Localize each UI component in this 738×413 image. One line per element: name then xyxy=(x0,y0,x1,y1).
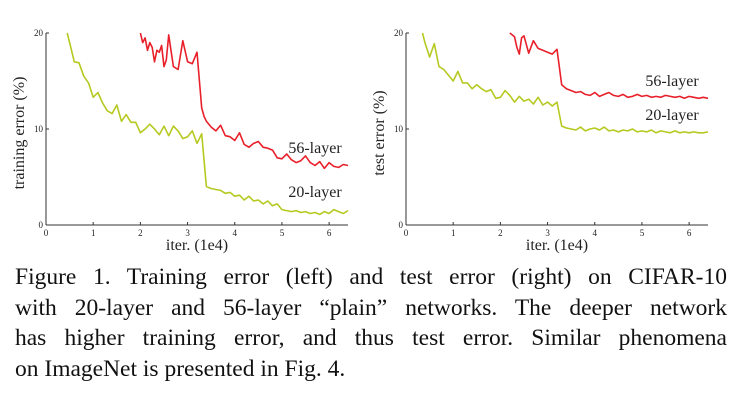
series-label-56-layer: 56-layer xyxy=(645,73,699,90)
caption-line: with 20-layer and 56-layer “plain” netwo… xyxy=(15,294,727,321)
x-tick-label: 6 xyxy=(687,228,692,238)
y-tick-label: 10 xyxy=(394,124,404,134)
figure-caption: Figure 1. Training error (left) and test… xyxy=(15,262,727,384)
series-line-20-layer xyxy=(421,32,709,134)
y-axis-label: test error (%) xyxy=(371,90,388,175)
caption-line: Figure 1. Training error (left) and test… xyxy=(15,264,727,290)
y-tick-label: 20 xyxy=(394,28,404,38)
y-tick-label: 20 xyxy=(34,28,44,38)
x-tick-label: 5 xyxy=(280,228,285,238)
series-label-20-layer: 20-layer xyxy=(288,184,342,201)
y-tick-label: 0 xyxy=(39,220,44,230)
x-tick-label: 1 xyxy=(451,228,456,238)
x-tick-label: 2 xyxy=(498,228,503,238)
y-axis-label: training error (%) xyxy=(11,77,28,190)
series-line-56-layer xyxy=(139,32,349,170)
y-tick-label: 0 xyxy=(399,220,404,230)
series-label-56-layer: 56-layer xyxy=(288,140,342,157)
x-axis-label: iter. (1e4) xyxy=(526,237,588,254)
x-tick-label: 3 xyxy=(545,228,550,238)
x-tick-label: 0 xyxy=(44,228,49,238)
x-tick-label: 1 xyxy=(91,228,96,238)
x-tick-label: 2 xyxy=(138,228,143,238)
series-label-20-layer: 20-layer xyxy=(645,107,699,124)
x-tick-label: 3 xyxy=(185,228,190,238)
series-line-20-layer xyxy=(66,32,349,216)
series-line-56-layer xyxy=(509,32,709,100)
y-tick-label: 10 xyxy=(34,124,44,134)
x-tick-label: 4 xyxy=(233,228,238,238)
x-tick-label: 5 xyxy=(640,228,645,238)
x-tick-label: 0 xyxy=(404,228,409,238)
x-axis-label: iter. (1e4) xyxy=(166,237,228,254)
caption-line: on ImageNet is presented in Fig. 4. xyxy=(15,355,346,382)
x-tick-label: 6 xyxy=(327,228,332,238)
x-tick-label: 4 xyxy=(593,228,598,238)
caption-line: has higher training error, and thus test… xyxy=(15,325,727,351)
